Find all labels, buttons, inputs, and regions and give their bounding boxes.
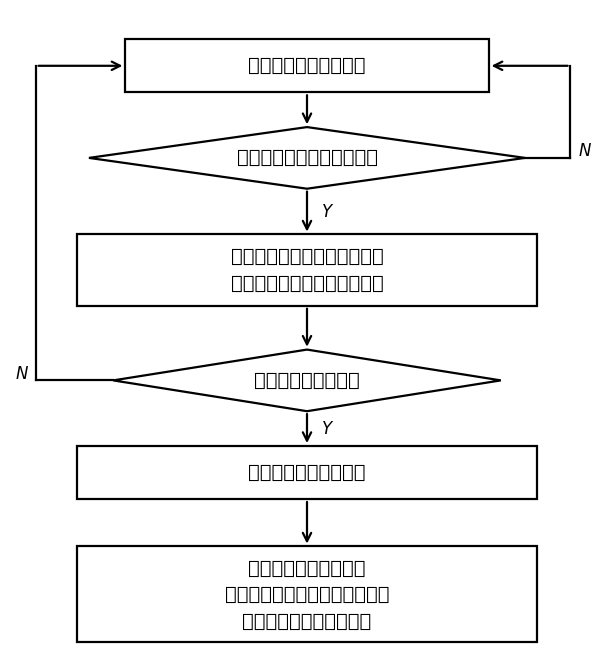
Polygon shape [89,127,525,189]
Text: 分析实时视频画面检测操作者
当前视野中潜在的可操作对象: 分析实时视频画面检测操作者 当前视野中潜在的可操作对象 [231,248,383,293]
Bar [125,39,489,93]
Text: 根据可操作对象的类型
（检测到的操作者的控制命令）
向受控对象输出控制指令: 根据可操作对象的类型 （检测到的操作者的控制命令） 向受控对象输出控制指令 [225,558,389,631]
Text: 检测到可操作对象？: 检测到可操作对象？ [254,371,360,390]
Text: 检测操作者的控制意图: 检测操作者的控制意图 [248,57,366,76]
Bar [77,547,537,643]
Text: Y: Y [322,202,332,221]
Text: N: N [578,143,591,160]
Text: Y: Y [322,420,332,438]
Text: 检测到操作者的控制意图？: 检测到操作者的控制意图？ [236,148,378,168]
Text: 检测操作者的控制意图: 检测操作者的控制意图 [248,463,366,482]
Bar [77,235,537,306]
Polygon shape [113,350,501,411]
Text: N: N [15,365,28,383]
Bar [77,446,537,499]
